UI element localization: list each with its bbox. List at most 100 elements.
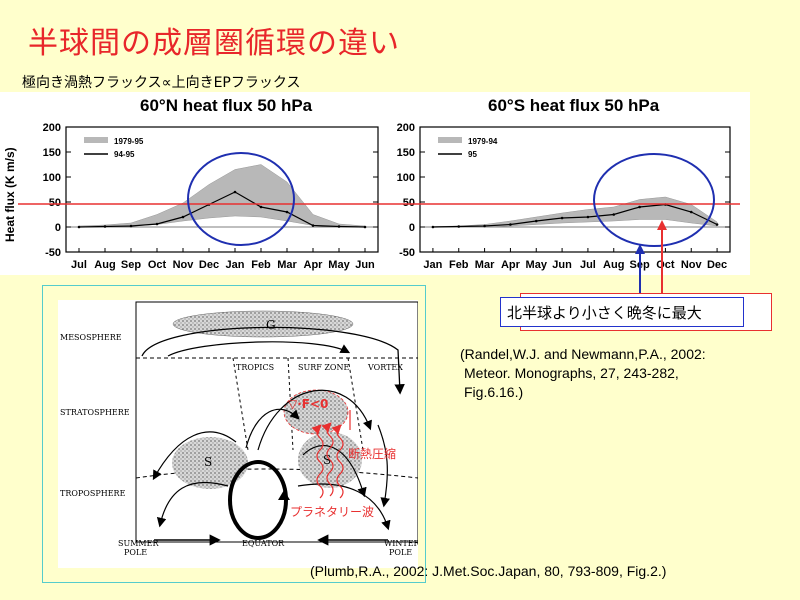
series-point bbox=[103, 225, 107, 228]
x-tick-label: Jan bbox=[226, 259, 245, 271]
sh-highlight-circle bbox=[593, 153, 715, 247]
series-point bbox=[715, 223, 719, 226]
x-tick-label: Oct bbox=[148, 259, 167, 271]
x-tick-label: May bbox=[526, 259, 548, 271]
reference-line: Fig.6.16.) bbox=[464, 384, 524, 400]
y-tick-label: 50 bbox=[403, 197, 415, 209]
label-winter-pole: POLE bbox=[389, 548, 412, 557]
x-tick-label: Nov bbox=[681, 259, 703, 271]
series-point bbox=[689, 210, 693, 214]
series-point bbox=[129, 224, 133, 228]
label-stratosphere: STRATOSPHERE bbox=[60, 408, 130, 417]
y-tick-label: 0 bbox=[409, 222, 415, 234]
series-point bbox=[311, 224, 315, 227]
series-point bbox=[233, 190, 237, 194]
blue-arrowhead bbox=[635, 244, 645, 254]
label-planetary-wave: プラネタリー波 bbox=[290, 505, 374, 519]
callout-box: 北半球より小さく晩冬に最大 bbox=[500, 297, 744, 327]
reference-randel: (Randel,W.J. and Newmann,P.A., 2002: Met… bbox=[460, 345, 706, 402]
series-point bbox=[259, 205, 263, 209]
x-tick-label: Sep bbox=[121, 259, 141, 271]
y-tick-label: 0 bbox=[55, 222, 61, 234]
x-tick-label: Feb bbox=[251, 259, 271, 271]
label-surf-zone: SURF ZONE bbox=[298, 363, 349, 372]
reference-plumb: (Plumb,R.A., 2002: J.Met.Soc.Japan, 80, … bbox=[310, 563, 667, 579]
x-tick-label: Aug bbox=[94, 259, 115, 271]
series-point bbox=[560, 216, 564, 220]
x-tick-label: Jan bbox=[423, 259, 442, 271]
series-point bbox=[509, 223, 512, 226]
page-title: 半球間の成層圏循環の違い bbox=[28, 26, 400, 61]
series-point bbox=[483, 224, 486, 228]
series-line-94-95 bbox=[78, 191, 366, 228]
label-troposphere: TROPOSPHERE bbox=[60, 489, 126, 498]
legend-label: 1979-95 bbox=[114, 137, 144, 146]
chart-title: 60°N heat flux 50 hPa bbox=[140, 96, 313, 115]
x-tick-label: Dec bbox=[199, 259, 219, 271]
y-tick-label: 150 bbox=[397, 147, 415, 159]
label-tropics: TROPICS bbox=[236, 363, 274, 372]
series-point bbox=[586, 215, 590, 219]
x-tick-label: Mar bbox=[475, 259, 495, 271]
circulation-diagram: G S S MESOSPHERE STRATOSPHERE TROPOSPHER… bbox=[58, 300, 418, 568]
x-tick-label: Dec bbox=[707, 259, 727, 271]
y-tick-label: 200 bbox=[43, 122, 61, 134]
x-tick-label: Nov bbox=[173, 259, 195, 271]
chart-title: 60°S heat flux 50 hPa bbox=[488, 96, 660, 115]
series-point bbox=[337, 225, 341, 228]
x-tick-label: Jun bbox=[355, 259, 375, 271]
y-tick-label: 150 bbox=[43, 147, 61, 159]
label-summer-pole: SUMMER bbox=[118, 539, 159, 548]
label-adiabatic: 断熱圧縮 bbox=[348, 446, 396, 461]
x-tick-label: Apr bbox=[501, 259, 521, 271]
y-tick-label: 50 bbox=[49, 197, 61, 209]
series-point bbox=[638, 205, 641, 209]
x-tick-label: Jun bbox=[552, 259, 572, 271]
label-summer-pole: POLE bbox=[124, 548, 147, 557]
red-arrowhead bbox=[657, 220, 667, 230]
label-g: G bbox=[266, 318, 276, 332]
series-point bbox=[181, 215, 185, 219]
label-winter-pole: WINTER bbox=[384, 539, 418, 548]
nh-highlight-circle bbox=[187, 152, 295, 246]
sh-heat-flux-chart: 60°S heat flux 50 hPa 200 150 100 50 0 -50 Jan… bbox=[390, 92, 750, 275]
y-tick-label: 100 bbox=[397, 172, 415, 184]
x-tick-label: Apr bbox=[304, 259, 324, 271]
y-tick-label: -50 bbox=[45, 247, 61, 259]
label-equator: EQUATOR bbox=[242, 539, 285, 548]
circulation-diagram-frame bbox=[42, 285, 426, 583]
series-point bbox=[431, 225, 435, 229]
label-s-right: S bbox=[323, 453, 331, 467]
label-s-left: S bbox=[204, 455, 212, 469]
label-ep-divergence: ▽·F<0 bbox=[288, 397, 328, 411]
page-subtitle: 極向き渦熱フラックス∝上向きEPフラックス bbox=[22, 75, 301, 91]
x-tick-label: May bbox=[328, 259, 350, 271]
x-tick-label: Jul bbox=[580, 259, 596, 271]
label-vortex: VORTEX bbox=[367, 363, 403, 372]
series-point bbox=[534, 219, 538, 223]
reference-line: (Randel,W.J. and Newmann,P.A., 2002: bbox=[460, 346, 706, 362]
label-mesosphere: MESOSPHERE bbox=[60, 333, 122, 342]
series-point bbox=[155, 222, 159, 226]
y-tick-label: 200 bbox=[397, 122, 415, 134]
plot-frame bbox=[65, 126, 379, 253]
series-line-95 bbox=[432, 203, 718, 228]
chart-ylabel: Heat flux (K m/s) bbox=[3, 147, 17, 242]
x-tick-label: Mar bbox=[277, 259, 297, 271]
x-tick-label: Aug bbox=[603, 259, 624, 271]
x-tick-label: Oct bbox=[656, 259, 675, 271]
series-point bbox=[77, 225, 81, 229]
series-point bbox=[457, 225, 461, 228]
legend-label: 1979-94 bbox=[468, 137, 498, 146]
legend-swatch-band bbox=[438, 137, 462, 143]
nh-heat-flux-chart: 60°N heat flux 50 hPa Heat flux (K m/s) … bbox=[0, 92, 390, 275]
x-tick-label: Jul bbox=[71, 259, 87, 271]
legend-label: 94-95 bbox=[114, 150, 135, 159]
legend-label: 95 bbox=[468, 150, 477, 159]
legend-swatch-band bbox=[84, 137, 108, 143]
series-point bbox=[363, 225, 367, 229]
reference-line: Meteor. Monographs, 27, 243-282, bbox=[464, 365, 679, 381]
series-point bbox=[612, 213, 616, 216]
y-tick-label: -50 bbox=[399, 247, 415, 259]
